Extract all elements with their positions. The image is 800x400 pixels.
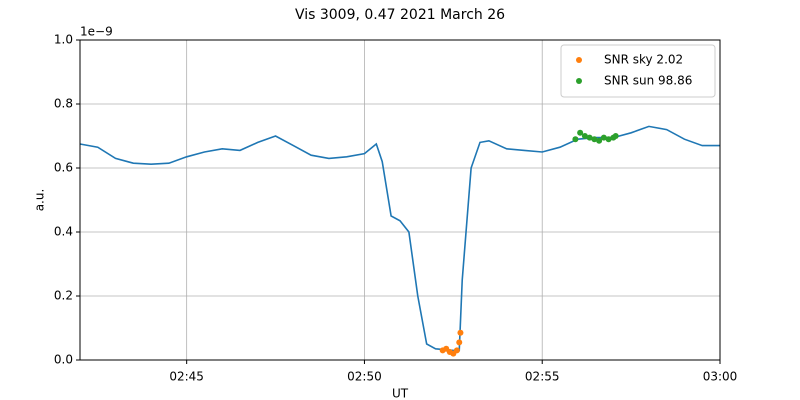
scatter-point [596,137,603,144]
data-line [79,125,720,352]
x-axis-label: UT [392,387,409,400]
scatter-point [605,136,612,143]
y-tick-label: 0.0 [54,353,73,367]
scatter-point [600,134,607,141]
scatter-point [586,134,593,141]
scatter-point [453,347,460,354]
scatter-point [612,133,619,139]
scatter-point [457,329,464,336]
y-tick-label: 0.6 [54,161,73,175]
chart-title: Vis 3009, 0.47 2021 March 26 [295,7,505,23]
legend-label: SNR sun 98.86 [604,74,692,88]
scatter-point [572,136,579,143]
x-tick-label: 02:55 [525,370,560,384]
scatter-point [591,136,598,143]
legend-marker [576,78,582,84]
y-tick-label: 0.2 [54,289,73,303]
y-axis-label: a.u. [33,189,47,212]
x-tick-label: 02:45 [169,370,204,384]
y-tick-label: 0.8 [54,97,73,111]
legend-marker [576,57,582,63]
x-tick-label: 02:50 [347,370,382,384]
scatter-point [581,133,588,139]
x-tick-label: 03:00 [703,370,738,384]
scatter-point [577,129,584,136]
y-tick-label: 0.4 [54,225,73,239]
y-offset-label: 1e−9 [80,25,113,39]
legend-label: SNR sky 2.02 [604,53,683,67]
scatter-point [456,339,463,346]
y-tick-label: 1.0 [54,33,73,47]
legend-box [560,44,716,98]
plot-frame [79,39,721,361]
